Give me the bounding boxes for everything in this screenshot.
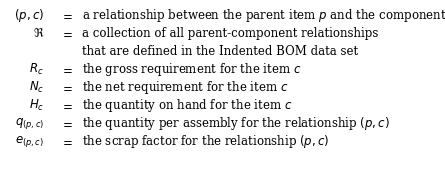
Text: $=$: $=$ — [61, 135, 73, 148]
Text: $H_{c}$: $H_{c}$ — [29, 98, 44, 113]
Text: a collection of all parent-component relationships: a collection of all parent-component rel… — [82, 27, 378, 40]
Text: $q_{(p,c)}$: $q_{(p,c)}$ — [15, 116, 44, 131]
Text: the gross requirement for the item $c$: the gross requirement for the item $c$ — [82, 61, 301, 78]
Text: $N_{c}$: $N_{c}$ — [29, 80, 44, 95]
Text: the quantity on hand for the item $c$: the quantity on hand for the item $c$ — [82, 97, 292, 114]
Text: $\Re$: $\Re$ — [32, 27, 44, 40]
Text: the net requirement for the item $c$: the net requirement for the item $c$ — [82, 79, 288, 96]
Text: $=$: $=$ — [61, 81, 73, 94]
Text: $R_{c}$: $R_{c}$ — [29, 62, 44, 77]
Text: the scrap factor for the relationship $(p,c)$: the scrap factor for the relationship $(… — [82, 133, 329, 150]
Text: the quantity per assembly for the relationship $(p,c)$: the quantity per assembly for the relati… — [82, 115, 389, 132]
Text: $(p,c)$: $(p,c)$ — [14, 7, 44, 24]
Text: a relationship between the parent item $p$ and the component $c$: a relationship between the parent item $… — [82, 7, 445, 24]
Text: $=$: $=$ — [61, 117, 73, 130]
Text: that are defined in the Indented BOM data set: that are defined in the Indented BOM dat… — [82, 45, 358, 58]
Text: $=$: $=$ — [61, 9, 73, 22]
Text: $=$: $=$ — [61, 99, 73, 112]
Text: $=$: $=$ — [61, 63, 73, 76]
Text: $=$: $=$ — [61, 27, 73, 40]
Text: $e_{(p,c)}$: $e_{(p,c)}$ — [15, 134, 44, 149]
